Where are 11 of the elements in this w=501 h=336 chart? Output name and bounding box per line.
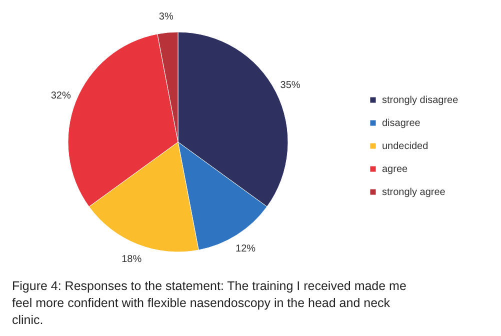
legend-label: undecided [382, 141, 428, 152]
data-label: 18% [122, 254, 142, 266]
legend-label: strongly disagree [382, 95, 459, 106]
data-label: 35% [280, 80, 300, 91]
data-label: 3% [158, 12, 174, 23]
legend-label: strongly agree [382, 187, 446, 198]
legend-label: agree [382, 164, 408, 175]
legend-label: disagree [382, 118, 421, 129]
caption: Figure 4: Responses to the statement: The training I received made me feel more confident with flexible nasendoscopy in the head and neck clinic. [12, 279, 406, 327]
data-label: 32% [50, 90, 71, 102]
data-label: 12% [236, 243, 256, 254]
